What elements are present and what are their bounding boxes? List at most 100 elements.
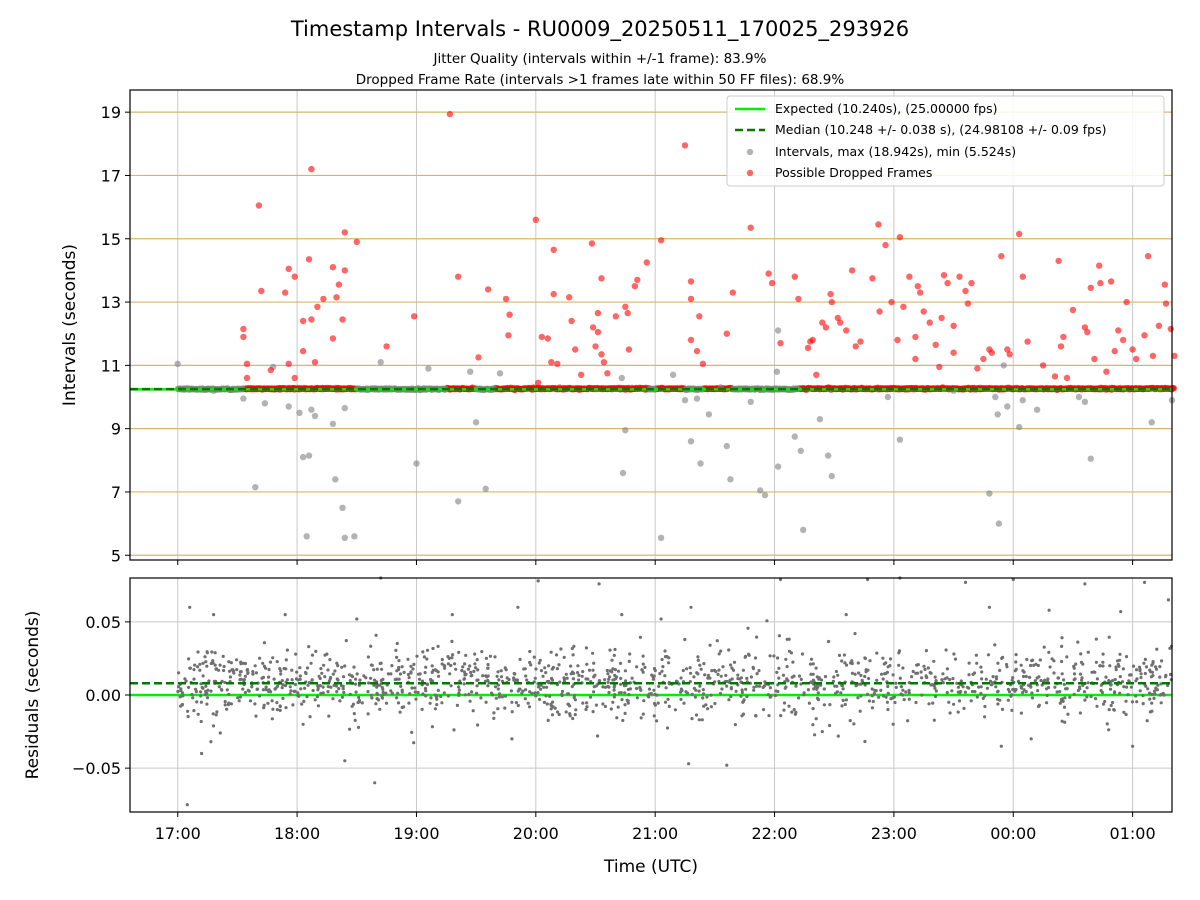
residual-point (956, 685, 961, 689)
residual-point (979, 665, 983, 669)
residual-point (395, 696, 399, 700)
residual-point (542, 700, 547, 705)
residual-point (1135, 700, 1139, 704)
residual-point (1125, 685, 1129, 689)
dropped-frame-point (998, 253, 1005, 260)
residual-point (1029, 737, 1033, 741)
residual-point (1155, 647, 1159, 651)
residual-point (1076, 640, 1080, 644)
residual-point (884, 695, 888, 699)
residual-point (990, 682, 994, 687)
residual-point (605, 668, 609, 673)
residual-point (758, 684, 762, 688)
residual-point (517, 687, 521, 691)
interval-point (1016, 423, 1023, 431)
residual-point (283, 613, 287, 617)
residual-point (241, 687, 245, 691)
residual-point (493, 685, 498, 689)
residual-point (436, 688, 440, 693)
residual-point (354, 690, 358, 694)
residual-point (522, 667, 526, 671)
dropped-frame-point (535, 379, 542, 386)
residual-point (410, 686, 414, 690)
residual-point (1159, 682, 1163, 686)
residual-point (706, 707, 710, 711)
residual-point (596, 734, 600, 738)
residual-point (262, 703, 266, 707)
residual-point (397, 659, 401, 663)
residual-point (717, 652, 721, 656)
residual-point (468, 664, 472, 668)
residual-point (227, 669, 232, 673)
residual-point (609, 707, 613, 711)
residual-point (547, 664, 551, 668)
residual-point (1166, 683, 1170, 688)
residual-point (500, 695, 504, 699)
residual-point (787, 704, 791, 708)
residual-point (200, 685, 204, 690)
interval-point (723, 442, 730, 450)
residual-point (866, 577, 870, 582)
residual-point (397, 677, 401, 681)
residual-point (635, 696, 639, 700)
residual-point (768, 654, 772, 658)
residual-point (544, 671, 548, 675)
residual-point (873, 688, 877, 693)
dropped-frame-point (285, 360, 292, 367)
residual-point (539, 687, 543, 691)
residual-point (446, 694, 450, 698)
dropped-frame-point (875, 221, 882, 228)
residual-point (927, 702, 931, 706)
residual-point (709, 693, 713, 697)
residual-point (1116, 662, 1120, 667)
residual-point (375, 697, 379, 701)
residual-point (356, 725, 361, 730)
interval-point (693, 395, 701, 402)
residual-point (291, 703, 295, 707)
residual-point (196, 712, 200, 716)
residual-point (860, 678, 864, 682)
residual-point (1114, 668, 1118, 672)
residual-point (203, 655, 207, 659)
residual-point (333, 669, 337, 673)
residual-point (901, 666, 905, 670)
residual-point (192, 709, 196, 713)
residual-point (1151, 661, 1155, 666)
residual-point (284, 706, 288, 710)
residual-point (275, 660, 279, 664)
residual-point (348, 692, 352, 697)
residual-point (245, 668, 250, 672)
residual-point (1166, 598, 1170, 602)
residual-point (959, 679, 963, 683)
residual-point (712, 668, 717, 673)
residual-point (828, 703, 832, 707)
residual-point (611, 678, 615, 682)
residual-point (783, 686, 787, 690)
residual-point (1144, 684, 1148, 688)
dropped-frame-point (1087, 284, 1095, 291)
residual-point (271, 707, 275, 711)
residual-point (885, 700, 890, 704)
residual-point (199, 700, 203, 704)
residual-point (366, 655, 370, 659)
residual-point (397, 665, 401, 670)
residual-point (1030, 696, 1034, 700)
residual-point (1045, 693, 1049, 698)
residual-point (686, 691, 690, 695)
residual-point (809, 657, 814, 661)
y-tick-label: 15 (101, 230, 121, 249)
residual-point (1147, 691, 1152, 695)
residual-point (466, 667, 470, 671)
residual-point (367, 681, 371, 685)
residual-point (410, 730, 414, 735)
residual-point (577, 673, 581, 678)
residual-point (251, 672, 255, 676)
residual-point (592, 675, 596, 679)
residual-point (1072, 672, 1077, 676)
residual-point (213, 663, 217, 667)
residual-point (319, 667, 323, 671)
y-tick-label: 11 (101, 356, 121, 375)
residual-point (424, 694, 428, 698)
x-tick-label: 22:00 (751, 824, 797, 843)
residual-point (941, 680, 945, 685)
